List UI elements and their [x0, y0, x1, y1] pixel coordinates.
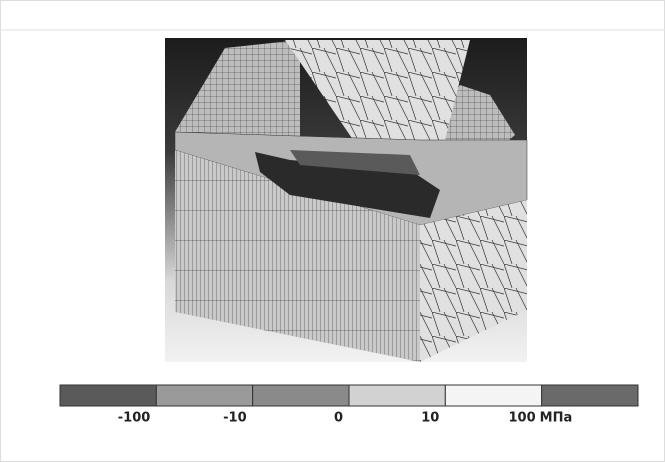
legend-label: 0: [334, 411, 343, 426]
page: -100-10010100МПа: [0, 0, 665, 462]
legend-label: -100: [118, 411, 151, 426]
legend-label: 100: [509, 411, 536, 426]
legend-label: -10: [223, 411, 247, 426]
legend-swatch: [156, 385, 252, 406]
legend-unit: МПа: [540, 411, 573, 426]
legend-label: 10: [421, 411, 439, 426]
fem-image: [165, 38, 527, 362]
legend-swatch: [349, 385, 445, 406]
legend-swatch: [60, 385, 156, 406]
figure: -100-10010100МПа: [0, 0, 665, 462]
legend-swatch: [445, 385, 541, 406]
legend-swatch: [542, 385, 638, 406]
legend-swatch: [253, 385, 349, 406]
